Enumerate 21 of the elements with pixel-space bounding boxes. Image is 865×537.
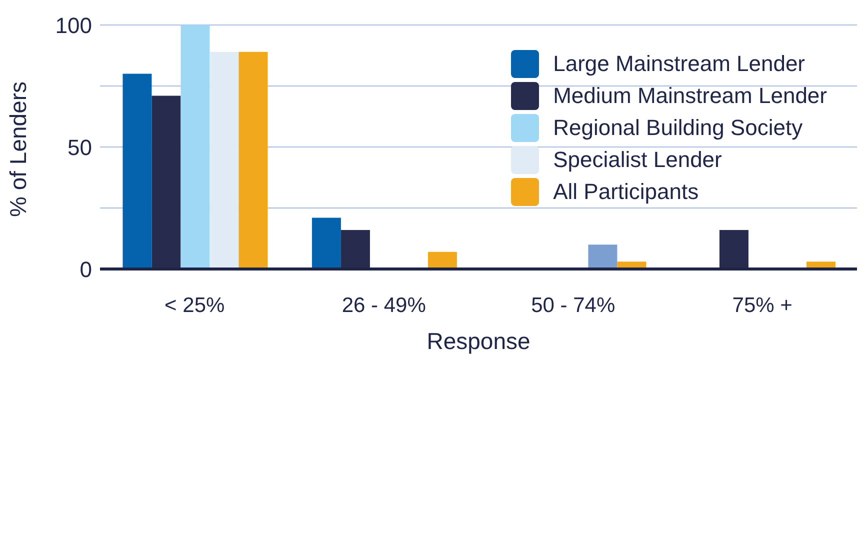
- x-tick-label: 26 - 49%: [342, 294, 426, 317]
- bar: [312, 218, 341, 269]
- legend-label: Specialist Lender: [552, 146, 723, 174]
- bar: [180, 25, 210, 269]
- x-tick-label: 50 - 74%: [531, 294, 616, 317]
- bar: [428, 252, 457, 269]
- y-tick-label: 50: [68, 134, 92, 160]
- bar: [122, 74, 152, 269]
- y-tick-label: 100: [55, 12, 92, 38]
- x-tick-label: < 25%: [164, 294, 225, 317]
- x-tick-label: 75% +: [732, 294, 792, 317]
- legend-label: Medium Mainstream Lender: [552, 82, 827, 110]
- y-tick-label: 0: [80, 256, 92, 282]
- bar: [238, 52, 268, 269]
- legend-label: Regional Building Society: [552, 114, 804, 142]
- bar: [210, 52, 239, 269]
- bar: [588, 244, 618, 269]
- legend-label: All Participants: [552, 178, 700, 206]
- y-axis-title: % of Lenders: [5, 81, 32, 217]
- x-axis-title: Response: [426, 328, 530, 354]
- legend-label: Large Mainstream Lender: [552, 50, 806, 78]
